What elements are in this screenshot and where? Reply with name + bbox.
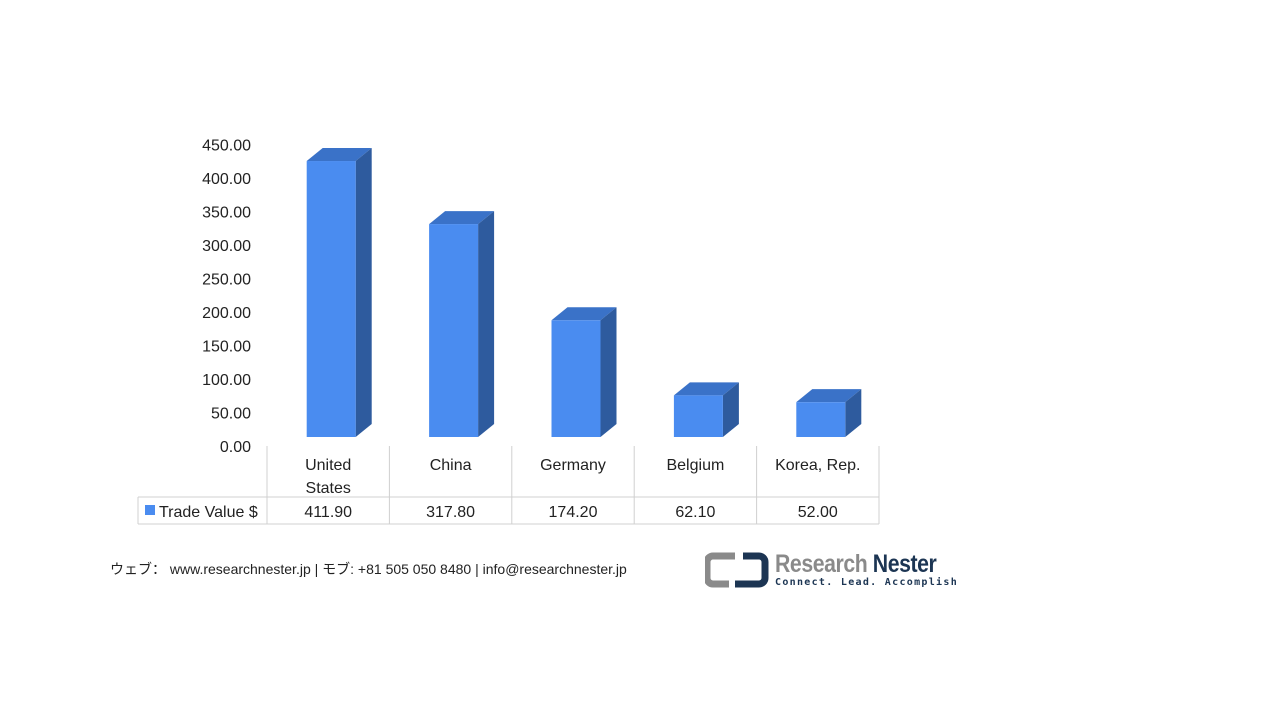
research-nester-logo: Research Nester Connect. Lead. Accomplis… bbox=[705, 550, 959, 590]
bar bbox=[429, 224, 479, 437]
bar-top bbox=[796, 389, 862, 403]
data-label: 317.80 bbox=[426, 504, 475, 521]
category-label: China bbox=[430, 457, 472, 474]
logo-name-a: Research bbox=[775, 550, 868, 578]
legend-swatch bbox=[145, 505, 155, 515]
logo-tagline: Connect. Lead. Accomplish bbox=[775, 577, 959, 588]
legend-label: Trade Value $ bbox=[159, 504, 258, 521]
bar bbox=[551, 320, 601, 437]
category-label: United bbox=[305, 457, 351, 474]
bar-top bbox=[673, 382, 739, 396]
category-label: Korea, Rep. bbox=[775, 457, 860, 474]
category-label: Belgium bbox=[666, 457, 724, 474]
bar-top bbox=[306, 148, 372, 162]
y-tick-label: 0.00 bbox=[220, 439, 251, 456]
data-label: 52.00 bbox=[798, 504, 838, 521]
data-label: 174.20 bbox=[549, 504, 598, 521]
y-tick-label: 350.00 bbox=[202, 205, 251, 222]
bar-top bbox=[551, 307, 617, 321]
bar-side bbox=[845, 389, 862, 437]
bar-top bbox=[429, 211, 495, 225]
logo-name-b: Nester bbox=[872, 550, 937, 578]
footer-contact: ウェブ： www.researchnester.jp | モブ: +81 505… bbox=[110, 561, 627, 577]
y-tick-label: 450.00 bbox=[202, 138, 251, 155]
y-tick-label: 400.00 bbox=[202, 171, 251, 188]
y-tick-label: 150.00 bbox=[202, 339, 251, 356]
y-tick-label: 300.00 bbox=[202, 238, 251, 255]
category-label: States bbox=[306, 480, 351, 497]
data-label: 62.10 bbox=[675, 504, 715, 521]
y-tick-label: 250.00 bbox=[202, 272, 251, 289]
bar-side bbox=[478, 211, 495, 437]
y-tick-label: 200.00 bbox=[202, 305, 251, 322]
bar bbox=[306, 161, 356, 438]
bar-side bbox=[355, 148, 372, 438]
y-tick-label: 100.00 bbox=[202, 372, 251, 389]
bar bbox=[796, 402, 846, 437]
bar-side bbox=[600, 307, 617, 437]
bar-side bbox=[722, 382, 739, 437]
logo-icon bbox=[705, 552, 769, 588]
bar bbox=[673, 395, 723, 437]
data-label: 411.90 bbox=[304, 504, 352, 521]
category-label: Germany bbox=[540, 457, 606, 474]
y-tick-label: 50.00 bbox=[211, 406, 251, 423]
